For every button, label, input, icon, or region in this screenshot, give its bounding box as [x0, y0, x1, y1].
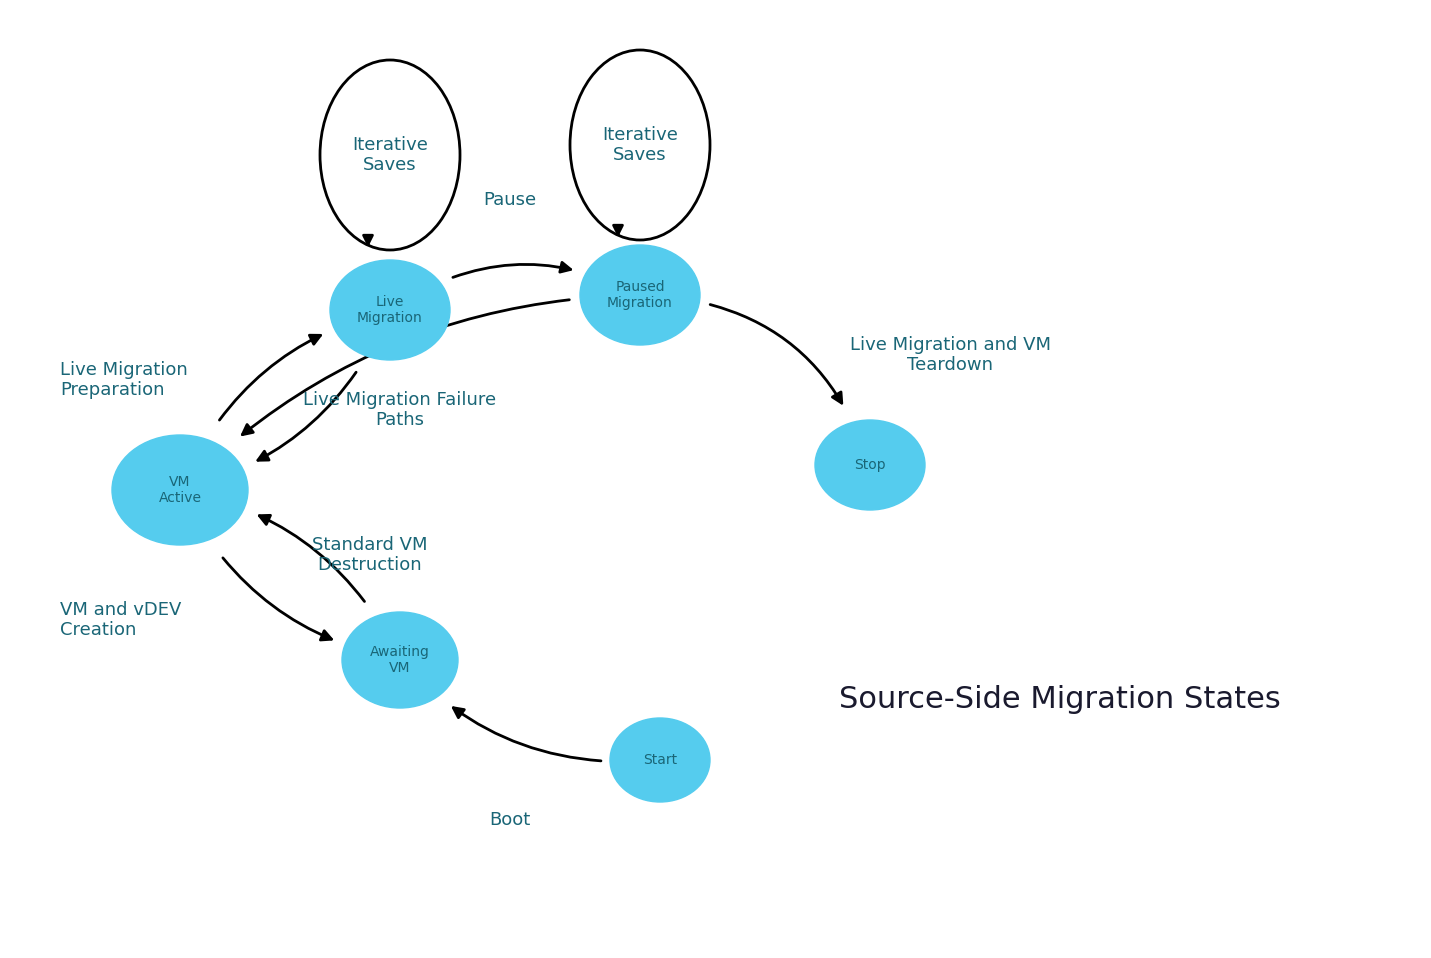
Text: Paused
Migration: Paused Migration	[607, 280, 673, 310]
Text: Boot: Boot	[489, 811, 531, 829]
FancyArrowPatch shape	[223, 558, 332, 640]
Ellipse shape	[342, 612, 458, 708]
FancyArrowPatch shape	[259, 515, 365, 602]
Text: Live Migration and VM
Teardown: Live Migration and VM Teardown	[850, 335, 1050, 375]
Ellipse shape	[610, 718, 710, 802]
Text: Live
Migration: Live Migration	[358, 295, 424, 325]
FancyArrowPatch shape	[219, 335, 321, 420]
Text: Source-Side Migration States: Source-Side Migration States	[839, 686, 1281, 715]
Text: Iterative
Saves: Iterative Saves	[602, 125, 678, 165]
Ellipse shape	[331, 260, 449, 360]
Text: Live Migration Failure
Paths: Live Migration Failure Paths	[303, 391, 497, 429]
Text: VM
Active: VM Active	[159, 475, 202, 505]
FancyArrowPatch shape	[242, 300, 570, 435]
FancyArrowPatch shape	[454, 708, 601, 761]
Text: Start: Start	[643, 753, 677, 767]
Text: Pause: Pause	[484, 191, 537, 209]
Text: Standard VM
Destruction: Standard VM Destruction	[312, 536, 428, 575]
Ellipse shape	[112, 435, 248, 545]
FancyArrowPatch shape	[258, 373, 356, 460]
Text: Iterative
Saves: Iterative Saves	[352, 136, 428, 174]
Text: VM and vDEV
Creation: VM and vDEV Creation	[60, 601, 182, 639]
FancyArrowPatch shape	[452, 262, 571, 278]
Text: Live Migration
Preparation: Live Migration Preparation	[60, 360, 187, 399]
FancyArrowPatch shape	[710, 305, 841, 403]
Ellipse shape	[580, 245, 700, 345]
Text: Awaiting
VM: Awaiting VM	[371, 645, 429, 675]
Ellipse shape	[816, 420, 924, 510]
Text: Stop: Stop	[854, 458, 886, 472]
